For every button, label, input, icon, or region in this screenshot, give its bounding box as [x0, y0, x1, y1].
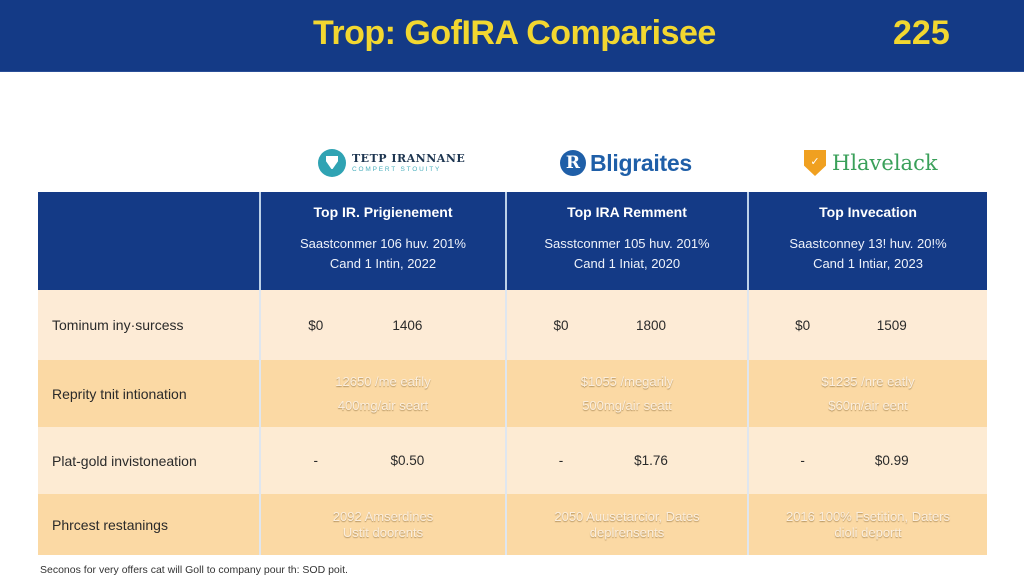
- table-cell: 2092 Amserdines Ustit doorents: [259, 494, 505, 555]
- table-cell: $0 1800: [505, 290, 747, 360]
- provider-logo-1: TETP IRANNANE COMPERT STOUITY: [318, 145, 465, 181]
- row-label: Plat-gold invistoneation: [38, 427, 259, 494]
- cell-value: 12650 /me eafily: [335, 373, 431, 389]
- cell-value: 500mg/air seatt: [582, 397, 672, 413]
- table-cell: 12650 /me eafily 400mg/air seart: [259, 360, 505, 427]
- cell-value: $60m/air eent: [828, 397, 908, 413]
- footer-note: Seconos for very offers cat will Goll to…: [40, 564, 348, 576]
- table-cell: $0 1406: [259, 290, 505, 360]
- header-banner: Trop: GofIRA Comparisee 225: [0, 0, 1024, 72]
- row-label: Phrcest restanings: [38, 494, 259, 555]
- year-label: 225: [893, 14, 950, 52]
- table-cell: 2050 Auusetarcior, Dates deplrensents: [505, 494, 747, 555]
- cell-value: 2092 Amserdines: [332, 508, 434, 524]
- cell-value: 1800: [635, 317, 667, 333]
- logo-name: Bligraites: [590, 149, 692, 176]
- cell-value: 1509: [876, 317, 907, 333]
- column-detail: Cand 1 Intiar, 2023: [813, 256, 923, 271]
- cell-value: deplrensents: [589, 524, 665, 540]
- cell-value: $0: [553, 317, 569, 333]
- column-title: Top IRA Remment: [567, 204, 687, 220]
- table-cell: $1235 /nre eatly $60m/air eent: [747, 360, 987, 427]
- orange-shield-icon: ✓: [804, 150, 826, 176]
- row-label: Reprity tnit intionation: [38, 360, 259, 427]
- table-header-corner: [38, 192, 259, 290]
- column-detail: Sasstconmer 105 huv. 201%: [544, 236, 710, 251]
- table-cell: - $0.50: [259, 427, 505, 494]
- cell-value: $1055 /megarily: [580, 373, 674, 389]
- logo-subtitle: COMPERT STOUITY: [352, 165, 442, 173]
- cell-value: $1.76: [634, 453, 668, 468]
- cell-value: dioli deportt: [834, 524, 902, 540]
- cell-value: -: [800, 453, 805, 468]
- column-detail: Cand 1 Iniat, 2020: [573, 256, 681, 271]
- column-detail: Saastconmer 106 huv. 201%: [300, 236, 466, 251]
- cell-value: 1406: [392, 317, 423, 333]
- page-title: Trop: GofIRA Comparisee: [313, 14, 716, 52]
- blue-r-circle-icon: R: [560, 150, 586, 176]
- logo-name: TETP IRANNANE: [352, 151, 466, 165]
- cell-value: $0.99: [874, 453, 909, 468]
- column-detail: Cand 1 Intin, 2022: [329, 256, 437, 271]
- column-header-2: Top IRA Remment Sasstconmer 105 huv. 201…: [505, 192, 747, 290]
- cell-value: $0.50: [390, 453, 425, 468]
- table-cell: - $0.99: [747, 427, 987, 494]
- cell-value: Ustit doorents: [342, 524, 424, 540]
- table-cell: $1055 /megarily 500mg/air seatt: [505, 360, 747, 427]
- comparison-table: Top IR. Prigienement Saastconmer 106 huv…: [38, 192, 987, 555]
- column-detail: Saastconney 13! huv. 20!%: [789, 236, 947, 251]
- row-label: Tominum iny·surcess: [38, 290, 259, 360]
- column-header-3: Top Invecation Saastconney 13! huv. 20!%…: [747, 192, 987, 290]
- cell-value: 400mg/air seart: [337, 397, 429, 413]
- cell-value: $0: [308, 317, 324, 333]
- table-cell: - $1.76: [505, 427, 747, 494]
- cell-value: 2050 Auusetarcior, Dates: [554, 508, 700, 524]
- column-header-1: Top IR. Prigienement Saastconmer 106 huv…: [259, 192, 505, 290]
- logo-name: Hlavelack: [832, 151, 938, 175]
- column-title: Top Invecation: [819, 204, 917, 220]
- cell-value: $0: [795, 317, 811, 333]
- cell-value: -: [558, 453, 564, 468]
- table-cell: $0 1509: [747, 290, 987, 360]
- cell-value: -: [313, 453, 319, 468]
- table-cell: 2016 100% Fsetition, Daters dioli deport…: [747, 494, 987, 555]
- cell-value: $1235 /nre eatly: [821, 373, 915, 389]
- column-title: Top IR. Prigienement: [313, 204, 453, 220]
- provider-logo-3: ✓ Hlavelack: [804, 145, 938, 181]
- provider-logo-2: R Bligraites: [560, 145, 692, 181]
- cell-value: 2016 100% Fsetition, Daters: [785, 508, 951, 524]
- teal-shield-circle-icon: [318, 149, 346, 177]
